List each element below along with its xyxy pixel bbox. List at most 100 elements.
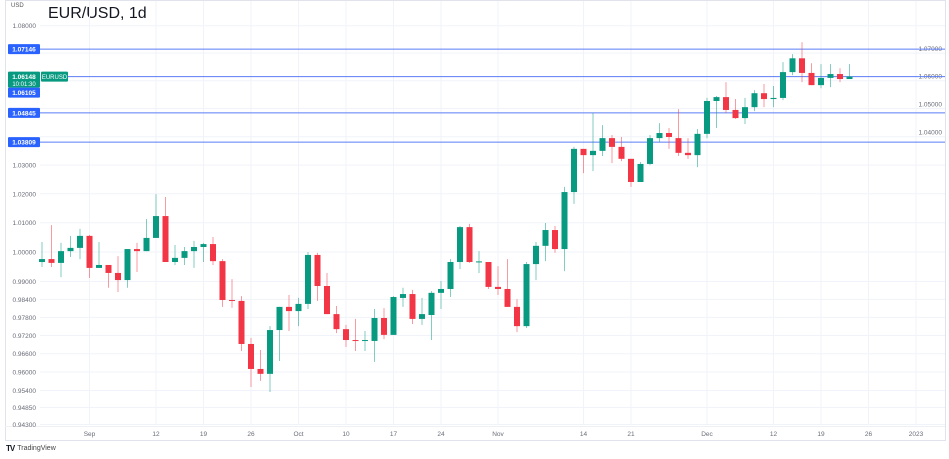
time-tick-label: Dec <box>701 431 713 438</box>
time-tick-label: 26 <box>865 431 873 438</box>
candle-body-down <box>514 306 520 327</box>
candle-body-up <box>172 257 178 263</box>
candle-body-up <box>571 148 577 193</box>
last-price-tag <box>8 71 40 88</box>
price-tick-label: 0.96000 <box>13 370 37 377</box>
candle-body-up <box>39 259 45 263</box>
candle-body-down <box>466 227 473 263</box>
price-axis: 1.08000 1.07000 1.06000 1.05000 1.04000 1.030… <box>13 23 943 429</box>
price-tick-label: 0.97200 <box>13 333 37 340</box>
candle-body-up <box>400 294 406 298</box>
candle-body-up <box>447 262 454 289</box>
candle-body-up <box>295 303 302 312</box>
currency-unit-label: USD <box>11 3 24 9</box>
level-price-tag <box>8 107 40 118</box>
candle-body-down <box>352 340 359 342</box>
candle-body-up <box>827 74 834 78</box>
candle-body-down <box>343 329 349 341</box>
price-tick-label: 1.05000 <box>919 102 943 109</box>
candle-body-up <box>751 93 758 108</box>
level-price-label: 1.04845 <box>12 110 36 117</box>
chart-title: EUR/USD, 1d <box>48 5 147 22</box>
price-tick-label: 0.99000 <box>13 279 37 286</box>
price-tick-label: 1.07000 <box>919 46 943 53</box>
candle-body-down <box>609 138 615 147</box>
tradingview-logo[interactable]: TV TradingView <box>6 444 56 453</box>
candle-body-up <box>305 254 311 304</box>
candle-body-up <box>181 251 188 258</box>
candle-body-up <box>770 97 777 100</box>
candle-body-up <box>200 244 207 248</box>
time-tick-label: 12 <box>152 431 160 438</box>
candle-body-up <box>191 247 197 252</box>
candle-body-up <box>362 340 368 342</box>
candle-body-up <box>694 133 701 156</box>
price-tick-label: 0.98400 <box>13 297 37 304</box>
price-tick-label: 1.08000 <box>13 23 37 30</box>
price-tick-label: 0.94850 <box>13 405 37 412</box>
candle-body-up <box>153 216 159 238</box>
bid-price-label: 1.06105 <box>12 90 36 97</box>
time-tick-label: 2023 <box>909 431 924 438</box>
candle-body-down <box>210 244 216 262</box>
candle-body-down <box>666 133 672 137</box>
candle-body-down <box>48 259 55 263</box>
level-price-tag <box>8 44 40 55</box>
time-tick-label: 26 <box>247 431 255 438</box>
candle-body-down <box>732 109 739 119</box>
candle-body-down <box>808 72 815 86</box>
price-tick-label: 1.06000 <box>919 74 943 81</box>
candle-body-down <box>552 230 558 250</box>
candle-body-down <box>409 294 416 319</box>
candle-body-down <box>86 235 93 268</box>
time-tick-label: 12 <box>770 431 778 438</box>
bid-price-tag <box>8 87 40 98</box>
level-price-tag <box>8 137 40 148</box>
price-tick-label: 1.02000 <box>13 191 37 198</box>
candle-body-down <box>761 93 767 100</box>
candle-body-up <box>143 237 150 252</box>
candle-body-down <box>685 152 691 156</box>
time-tick-label: Nov <box>492 431 504 438</box>
candle-body-up <box>523 264 530 327</box>
candle-body-up <box>390 297 397 335</box>
candle-body-down <box>257 368 264 374</box>
candle-body-down <box>115 272 121 281</box>
candle-body-down <box>504 288 511 307</box>
candle-body-down <box>580 148 587 156</box>
tradingview-logo-icon: TV <box>6 444 15 453</box>
candle-body-down <box>219 261 226 301</box>
time-tick-label: Sep <box>84 431 96 438</box>
candle-body-down <box>238 300 245 344</box>
candle-body-up <box>371 318 378 341</box>
candle-body-down <box>675 138 682 153</box>
candle-body-up <box>647 138 653 164</box>
candle-body-down <box>723 97 729 110</box>
time-tick-label: 24 <box>437 431 445 438</box>
price-tick-label: 0.96600 <box>13 351 37 358</box>
symbol-label: EURUSD <box>42 75 68 81</box>
brand-name: TradingView <box>17 445 56 452</box>
candle-body-up <box>599 138 606 151</box>
candle-body-down <box>333 314 340 330</box>
candle-body-down <box>381 318 387 335</box>
time-tick-label: 17 <box>390 431 398 438</box>
candle-body-down <box>162 216 169 263</box>
time-tick-label: 19 <box>817 431 825 438</box>
horizontal-levels <box>40 48 945 143</box>
price-tick-label: 1.04000 <box>919 130 943 137</box>
chart-frame <box>5 0 946 441</box>
candle-body-up <box>704 101 710 134</box>
candle-body-up <box>419 314 425 319</box>
candle-body-up <box>428 292 435 315</box>
candle-body-up <box>542 230 549 246</box>
level-price-label: 1.03809 <box>12 140 36 147</box>
candle-body-down <box>248 343 254 369</box>
candle-body-up <box>96 264 102 268</box>
level-price-label: 1.07146 <box>12 47 36 54</box>
time-tick-label: 14 <box>580 431 588 438</box>
candle-body-up <box>276 306 283 331</box>
candle-body-up <box>780 72 786 98</box>
